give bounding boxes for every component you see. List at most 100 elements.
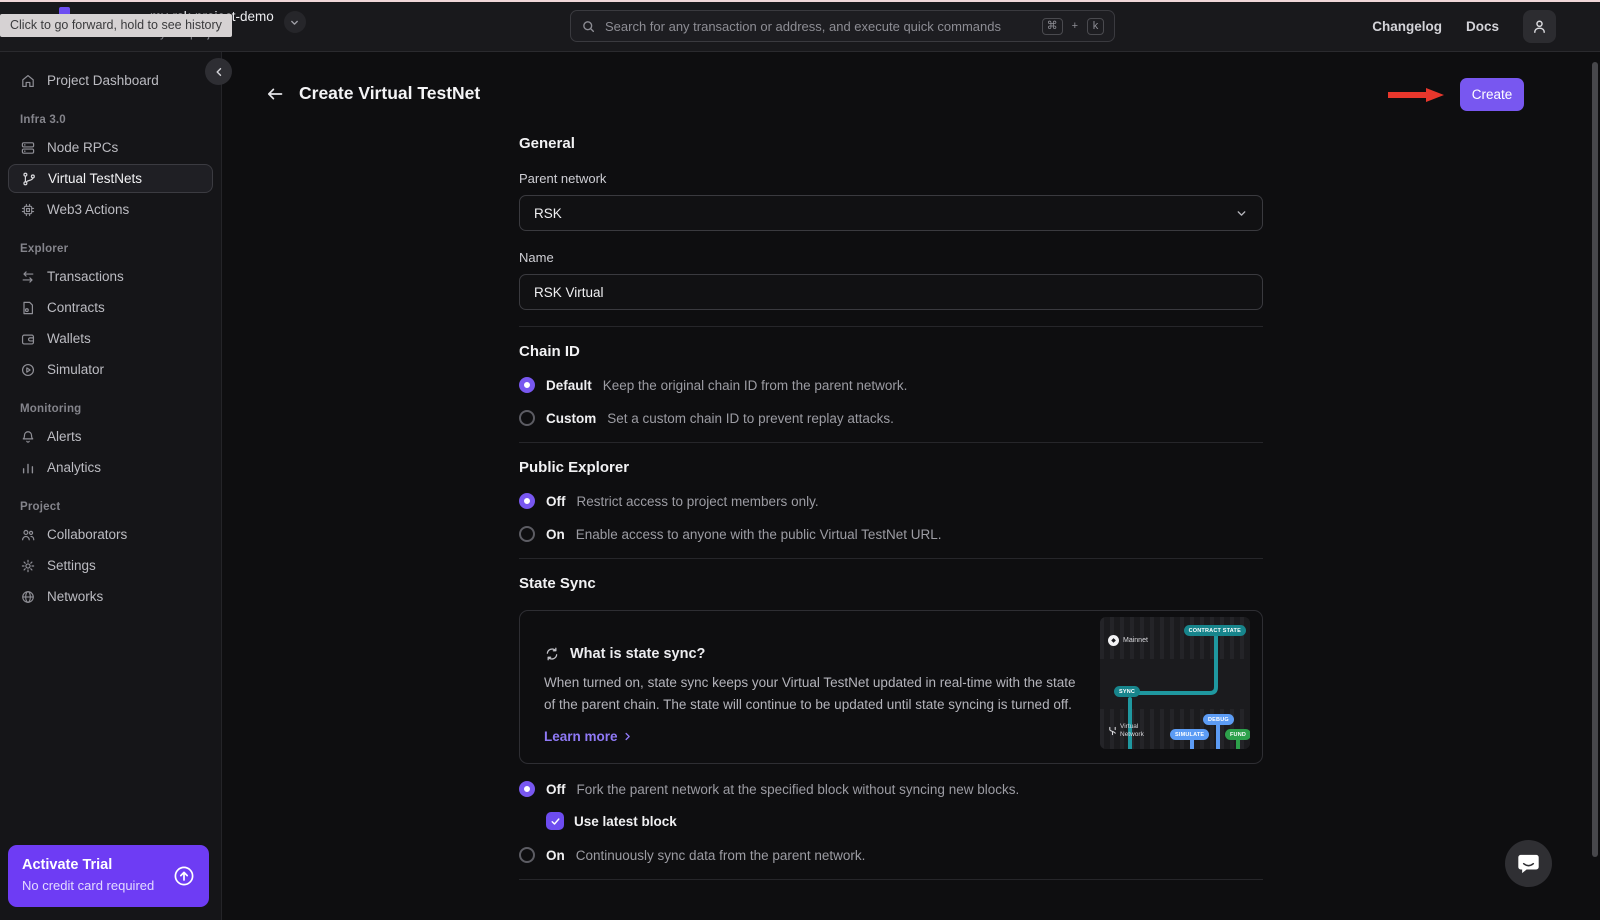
sidebar-item-analytics[interactable]: Analytics [8,453,213,482]
sidebar-item-label: Virtual TestNets [48,171,143,186]
sidebar-collapse-button[interactable] [205,58,232,85]
sidebar-item-wallets[interactable]: Wallets [8,324,213,353]
search-placeholder: Search for any transaction or address, a… [605,18,1001,34]
use-latest-block-option[interactable]: Use latest block [546,812,1263,830]
gear-icon [20,558,36,574]
radio-selected-icon[interactable] [519,377,535,393]
home-icon [20,73,36,89]
trial-subtitle: No credit card required [22,878,155,893]
sidebar-item-networks[interactable]: Networks [8,582,213,611]
create-button[interactable]: Create [1460,78,1524,111]
state-sync-on-option[interactable]: On Continuously sync data from the paren… [519,847,1263,863]
project-dropdown-button[interactable] [283,11,306,33]
play-circle-icon [20,362,36,378]
general-heading: General [519,135,575,152]
sidebar-item-label: Networks [47,589,104,604]
state-sync-off-option[interactable]: Off Fork the parent network at the speci… [519,781,1263,797]
sidebar-item-label: Web3 Actions [47,202,130,217]
fund-badge: FUND [1225,729,1250,740]
radio-selected-icon[interactable] [519,781,535,797]
ethereum-icon: ◆ [1108,635,1119,646]
fork-icon [21,171,37,187]
globe-icon [20,589,36,605]
sidebar-item-transactions[interactable]: Transactions [8,262,213,291]
chat-widget-button[interactable] [1505,840,1552,887]
app-logo[interactable] [59,7,70,16]
sidebar-item-collaborators[interactable]: Collaborators [8,520,213,549]
virtual-network-node: Virtual Network [1108,723,1144,739]
sidebar-item-node-rpcs[interactable]: Node RPCs [8,133,213,162]
global-search-input[interactable]: Search for any transaction or address, a… [570,10,1115,42]
search-icon [581,19,596,34]
parent-network-select[interactable]: RSK [519,195,1263,231]
sync-badge: SYNC [1114,686,1141,697]
learn-more-link[interactable]: Learn more [544,729,1082,744]
back-button[interactable] [265,84,285,104]
sidebar-item-label: Contracts [47,300,105,315]
server-icon [20,140,36,156]
sidebar-section-infra: Infra 3.0 [20,114,66,126]
annotation-red-arrow-icon [1386,83,1446,107]
sidebar-item-alerts[interactable]: Alerts [8,422,213,451]
topbar-links: Changelog Docs [1372,0,1556,52]
bell-icon [20,429,36,445]
chevron-down-icon [289,17,300,28]
divider [519,879,1263,880]
parent-network-label: Parent network [519,171,607,186]
avatar-icon [1531,18,1548,35]
radio-selected-icon[interactable] [519,493,535,509]
sidebar: Project Dashboard Infra 3.0 Node RPCs Vi… [0,52,222,920]
create-testnet-form: General Parent network RSK Name RSK Virt… [519,135,1263,880]
state-sync-info-card: What is state sync? When turned on, stat… [519,610,1263,764]
chevron-right-icon [622,731,633,742]
radio-unselected-icon[interactable] [519,410,535,426]
sidebar-section-monitoring: Monitoring [20,403,82,415]
cmd-key-badge: ⌘ [1041,17,1063,35]
sidebar-item-contracts[interactable]: Contracts [8,293,213,322]
page-title: Create Virtual TestNet [299,83,481,103]
divider [519,558,1263,559]
name-input[interactable]: RSK Virtual [519,274,1263,310]
sidebar-section-explorer: Explorer [20,243,69,255]
radio-unselected-icon[interactable] [519,847,535,863]
plus-separator: + [1071,20,1078,32]
sidebar-item-web3-actions[interactable]: Web3 Actions [8,195,213,224]
sidebar-item-simulator[interactable]: Simulator [8,355,213,384]
sidebar-item-label: Settings [47,558,96,573]
contract-state-badge: CONTRACT STATE [1183,625,1246,636]
chain-id-default-option[interactable]: Default Keep the original chain ID from … [519,377,1263,393]
sidebar-item-project-dashboard[interactable]: Project Dashboard [8,66,213,95]
radio-unselected-icon[interactable] [519,526,535,542]
sidebar-item-label: Node RPCs [47,140,119,155]
state-sync-diagram: ◆ Mainnet CONTRACT STATE SYNC DEBUG SIMU… [1100,617,1250,749]
topbar: my-rsk-project-demo my-rsk-project Searc… [0,0,1600,52]
sidebar-item-virtual-testnets[interactable]: Virtual TestNets [8,164,213,193]
sidebar-item-label: Collaborators [47,527,128,542]
mainnet-band [1100,617,1250,659]
sidebar-item-settings[interactable]: Settings [8,551,213,580]
sidebar-item-label: Project Dashboard [47,73,159,88]
scrollbar-thumb[interactable] [1592,62,1598,857]
name-label: Name [519,250,554,265]
checkbox-checked-icon[interactable] [546,812,564,830]
divider [519,326,1263,327]
sidebar-item-label: Wallets [47,331,91,346]
arrow-up-circle-icon [172,864,196,888]
browser-tooltip: Click to go forward, hold to see history [0,14,232,37]
activate-trial-card[interactable]: Activate Trial No credit card required [8,845,209,907]
simulate-badge: SIMULATE [1170,729,1210,740]
people-icon [20,527,36,543]
window-top-edge [0,0,1600,2]
chain-id-heading: Chain ID [519,343,580,360]
docs-link[interactable]: Docs [1465,18,1499,34]
public-explorer-off-option[interactable]: Off Restrict access to project members o… [519,493,1263,509]
public-explorer-on-option[interactable]: On Enable access to anyone with the publ… [519,526,1263,542]
chain-id-custom-option[interactable]: Custom Set a custom chain ID to prevent … [519,410,1263,426]
contract-document-icon [20,300,36,316]
sidebar-item-label: Transactions [47,269,124,284]
debug-badge: DEBUG [1203,714,1234,725]
account-menu-button[interactable] [1523,9,1556,43]
main-content: Create Virtual TestNet Create General Pa… [223,52,1600,920]
bar-chart-icon [20,460,36,476]
changelog-link[interactable]: Changelog [1372,18,1442,34]
